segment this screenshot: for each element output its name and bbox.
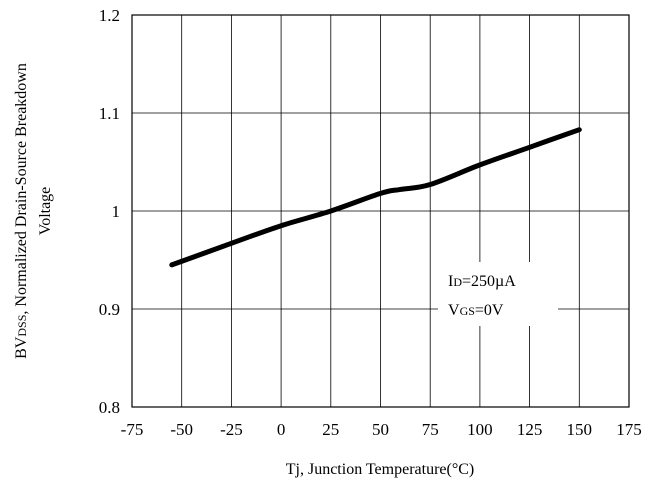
x-tick-labels: -75 -50 -25 0 25 50 75 100 125 150 175 [121,420,642,439]
x-tick-label: 150 [567,420,593,439]
y-tick-label: 0.8 [99,398,120,417]
x-tick-label: 125 [517,420,543,439]
x-tick-label: 75 [422,420,439,439]
grid [131,14,630,408]
y-tick-label: 1.1 [99,104,120,123]
y-tick-label: 1.2 [99,6,120,25]
x-tick-label: -25 [220,420,243,439]
plot-frame [131,14,630,408]
annotation-line2: VGS=0V [448,302,504,319]
y-axis-label-line2: Voltage [37,187,54,236]
x-tick-label: 0 [277,420,286,439]
series-line [169,127,582,268]
x-tick-label: 175 [616,420,642,439]
y-tick-label: 0.9 [99,300,120,319]
y-tick-labels: 0.8 0.9 1 1.1 1.2 [99,6,120,417]
x-tick-label: -50 [170,420,193,439]
x-tick-label: 50 [372,420,389,439]
y-axis-label-line1: BVDSS, Normalized Drain-Source Breakdown [13,63,30,359]
annotation-box-bg [438,262,558,326]
x-tick-label: 100 [467,420,493,439]
annotation-line1: ID=250µA [448,273,516,290]
y-tick-label: 1 [112,202,121,221]
x-tick-label: 25 [322,420,339,439]
x-tick-label: -75 [121,420,144,439]
x-axis-label: Tj, Junction Temperature(°C) [286,461,474,478]
